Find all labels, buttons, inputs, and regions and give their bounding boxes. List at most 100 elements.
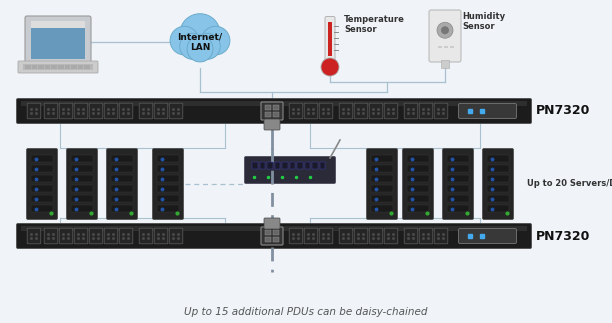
FancyBboxPatch shape (487, 165, 509, 172)
FancyBboxPatch shape (319, 228, 333, 244)
FancyBboxPatch shape (265, 112, 271, 117)
FancyBboxPatch shape (31, 195, 53, 202)
FancyBboxPatch shape (305, 162, 310, 169)
FancyBboxPatch shape (154, 228, 168, 244)
FancyBboxPatch shape (267, 162, 272, 169)
FancyBboxPatch shape (319, 103, 333, 119)
FancyBboxPatch shape (487, 175, 509, 182)
FancyBboxPatch shape (38, 67, 44, 69)
FancyBboxPatch shape (25, 67, 31, 69)
FancyBboxPatch shape (44, 228, 58, 244)
FancyBboxPatch shape (404, 103, 418, 119)
FancyBboxPatch shape (31, 175, 53, 182)
FancyBboxPatch shape (447, 185, 469, 192)
FancyBboxPatch shape (458, 103, 517, 119)
FancyBboxPatch shape (31, 21, 85, 28)
FancyBboxPatch shape (441, 60, 449, 68)
FancyBboxPatch shape (104, 228, 118, 244)
FancyBboxPatch shape (273, 230, 279, 235)
FancyBboxPatch shape (157, 185, 179, 192)
FancyBboxPatch shape (407, 205, 429, 212)
FancyBboxPatch shape (419, 228, 433, 244)
FancyBboxPatch shape (275, 162, 280, 169)
FancyBboxPatch shape (21, 101, 527, 106)
FancyBboxPatch shape (157, 195, 179, 202)
FancyBboxPatch shape (21, 226, 527, 231)
FancyBboxPatch shape (31, 185, 53, 192)
FancyBboxPatch shape (434, 228, 448, 244)
FancyBboxPatch shape (71, 165, 93, 172)
FancyBboxPatch shape (371, 205, 393, 212)
FancyBboxPatch shape (371, 165, 393, 172)
Text: Up to 20 Servers/Devices: Up to 20 Servers/Devices (527, 180, 612, 189)
FancyBboxPatch shape (325, 16, 335, 61)
FancyBboxPatch shape (139, 103, 153, 119)
FancyBboxPatch shape (447, 155, 469, 162)
FancyBboxPatch shape (407, 175, 429, 182)
FancyBboxPatch shape (157, 155, 179, 162)
FancyBboxPatch shape (444, 46, 448, 47)
FancyBboxPatch shape (51, 67, 57, 69)
FancyBboxPatch shape (78, 65, 83, 67)
Circle shape (194, 33, 220, 59)
FancyBboxPatch shape (261, 227, 283, 245)
FancyBboxPatch shape (371, 195, 393, 202)
FancyBboxPatch shape (71, 185, 93, 192)
FancyBboxPatch shape (119, 103, 133, 119)
Text: PN7320: PN7320 (536, 105, 591, 118)
FancyBboxPatch shape (450, 46, 454, 47)
FancyBboxPatch shape (407, 195, 429, 202)
FancyBboxPatch shape (297, 162, 302, 169)
FancyBboxPatch shape (27, 228, 41, 244)
FancyBboxPatch shape (31, 155, 53, 162)
FancyBboxPatch shape (84, 65, 90, 67)
FancyBboxPatch shape (169, 103, 183, 119)
FancyBboxPatch shape (58, 67, 64, 69)
Text: Internet/
LAN: Internet/ LAN (177, 32, 223, 52)
FancyBboxPatch shape (111, 185, 133, 192)
FancyBboxPatch shape (339, 103, 353, 119)
FancyBboxPatch shape (71, 65, 76, 67)
FancyBboxPatch shape (111, 165, 133, 172)
FancyBboxPatch shape (367, 149, 398, 220)
FancyBboxPatch shape (157, 165, 179, 172)
FancyBboxPatch shape (259, 162, 265, 169)
FancyBboxPatch shape (265, 237, 271, 242)
FancyBboxPatch shape (78, 67, 83, 69)
FancyBboxPatch shape (371, 155, 393, 162)
FancyBboxPatch shape (419, 103, 433, 119)
FancyBboxPatch shape (282, 162, 288, 169)
FancyBboxPatch shape (447, 205, 469, 212)
FancyBboxPatch shape (264, 218, 280, 229)
FancyBboxPatch shape (119, 228, 133, 244)
FancyBboxPatch shape (289, 228, 303, 244)
FancyBboxPatch shape (447, 175, 469, 182)
FancyBboxPatch shape (154, 103, 168, 119)
FancyBboxPatch shape (104, 103, 118, 119)
FancyBboxPatch shape (71, 205, 93, 212)
FancyBboxPatch shape (487, 195, 509, 202)
FancyBboxPatch shape (447, 195, 469, 202)
FancyBboxPatch shape (261, 102, 283, 120)
FancyBboxPatch shape (45, 65, 50, 67)
FancyBboxPatch shape (384, 228, 398, 244)
FancyBboxPatch shape (487, 185, 509, 192)
FancyBboxPatch shape (106, 149, 138, 220)
Circle shape (170, 26, 199, 55)
FancyBboxPatch shape (252, 162, 258, 169)
FancyBboxPatch shape (384, 103, 398, 119)
FancyBboxPatch shape (111, 195, 133, 202)
FancyBboxPatch shape (369, 103, 382, 119)
FancyBboxPatch shape (289, 103, 303, 119)
Circle shape (441, 26, 449, 34)
FancyBboxPatch shape (289, 162, 295, 169)
FancyBboxPatch shape (273, 112, 279, 117)
FancyBboxPatch shape (27, 103, 41, 119)
FancyBboxPatch shape (265, 105, 271, 110)
FancyBboxPatch shape (169, 228, 183, 244)
FancyBboxPatch shape (319, 162, 325, 169)
FancyBboxPatch shape (304, 228, 318, 244)
FancyBboxPatch shape (25, 16, 91, 64)
FancyBboxPatch shape (273, 237, 279, 242)
FancyBboxPatch shape (245, 157, 335, 183)
